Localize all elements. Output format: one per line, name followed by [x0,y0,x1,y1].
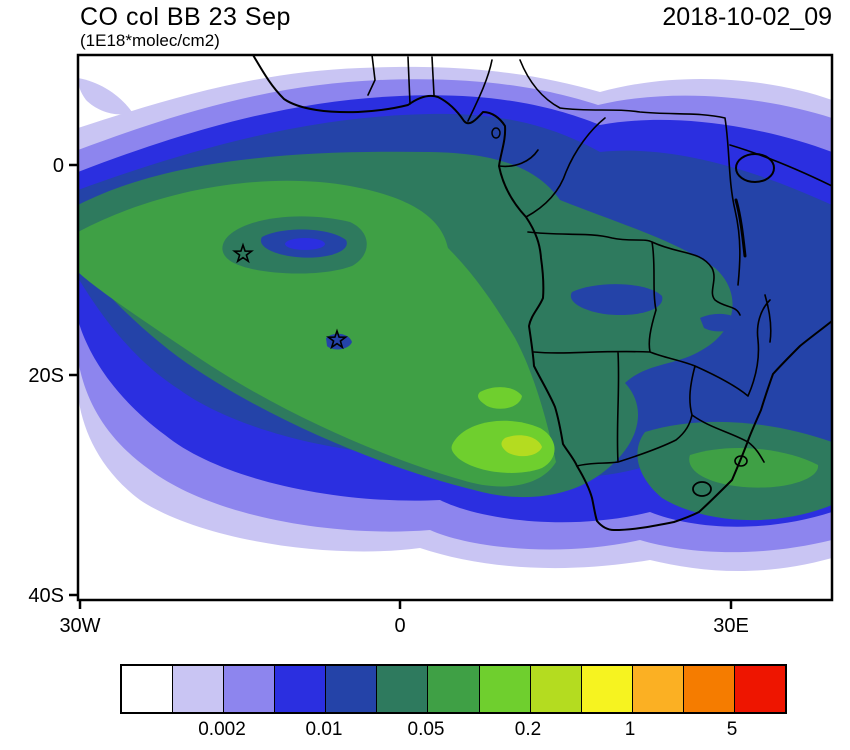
colorbar-swatch-4 [326,666,378,712]
plot-units-label: (1E18*molec/cm2) [80,31,220,50]
colorbar-tick-label: 0.002 [198,719,246,740]
lake-tanganyika-outline [734,198,747,258]
colorbar-swatch-3 [275,666,327,712]
geography-overlay [252,55,832,531]
contour-fill-level-6-main [78,180,556,487]
colorbar-swatch-9 [581,666,633,712]
colorbar-swatch-8 [530,666,582,712]
x-tick-label-30e: 30E [713,615,749,637]
colorbar-swatch-7 [479,666,531,712]
eswatini-border [734,455,748,467]
colorbar-tick-label: 5 [726,719,738,740]
map-panel: 0 20S 40S 30W 0 30E [28,53,834,637]
plot-frame [76,53,834,602]
contour-fill-level-7-coastal-2 [478,387,522,409]
contour-fill-level-8-coastal [501,435,542,457]
star-marker-1 [232,242,254,264]
colorbar-swatch-6 [428,666,480,712]
colorbar-swatch-2 [224,666,276,712]
colorbar-tick-label: 0.2 [514,719,542,740]
y-tick-label-20s: 20S [28,365,64,387]
colorbar [120,664,787,714]
colorbar-swatch-5 [377,666,429,712]
colorbar-swatch-12 [734,666,786,712]
x-tick-label-30w: 30W [59,615,100,637]
lake-victoria-outline [735,153,775,183]
plot-timestamp: 2018-10-02_09 [662,3,832,31]
contour-low-pocket-core [285,238,325,250]
colorbar-tick-label: 0.01 [305,719,343,740]
axis-ticks [69,163,733,609]
bioko-island-outline [491,127,501,139]
africa-coastline [252,55,832,531]
contour-fill-level-6-southeast [689,447,819,488]
colorbar-swatch-1 [173,666,225,712]
colorbar-tick-label: 1 [624,719,636,740]
star-marker-2 [326,328,348,350]
y-tick-label-40s: 40S [28,585,64,607]
colorbar-swatch-10 [632,666,684,712]
contour-low-pocket-inland-1 [570,284,663,316]
country-borders [367,55,832,467]
contour-streak-corner [78,78,132,115]
y-tick-label-0: 0 [53,155,64,177]
plot-title: CO col BB 23 Sep [80,3,291,31]
x-tick-label-0: 0 [394,615,405,637]
contour-field [78,55,832,600]
colorbar-swatch-11 [683,666,735,712]
contour-low-pocket-inland-2 [700,313,741,332]
lesotho-border [692,481,712,497]
colorbar-tick-label: 0.05 [407,719,445,740]
station-markers [232,242,348,350]
colorbar-swatch-0 [122,666,174,712]
